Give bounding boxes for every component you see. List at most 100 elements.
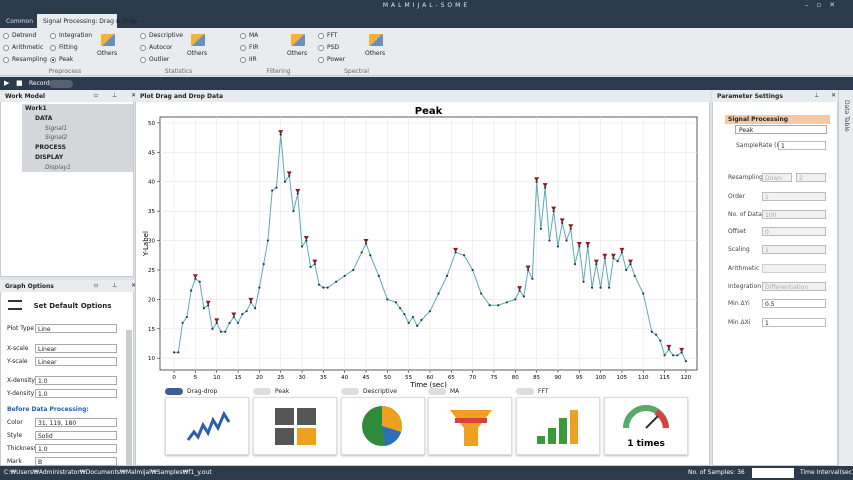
tree-node[interactable]: Signal2 xyxy=(45,134,68,142)
param-input[interactable]: 1 xyxy=(762,318,826,327)
tree-node[interactable]: DISPLAY xyxy=(35,154,64,161)
ribbon-item[interactable]: Fitting xyxy=(59,44,78,51)
toggle[interactable] xyxy=(165,388,183,395)
ribbon-item[interactable]: IIR xyxy=(249,56,257,63)
ribbon-item[interactable]: Power xyxy=(327,56,346,63)
param-input[interactable]: 1 xyxy=(762,192,826,201)
ribbon-item[interactable]: Peak xyxy=(59,56,74,63)
tab-active[interactable]: Signal Processing: Drag & Drop xyxy=(37,14,137,28)
toggle[interactable] xyxy=(341,388,359,395)
toggle-label[interactable]: Peak xyxy=(275,388,290,395)
panel-header: Plot Drag and Drop Data xyxy=(135,90,710,102)
radio[interactable] xyxy=(50,33,56,39)
ribbon-item[interactable]: FIR xyxy=(249,44,259,51)
ribbon-icon xyxy=(101,34,115,46)
field-label: Style xyxy=(7,432,23,439)
radio[interactable] xyxy=(240,45,246,51)
toggle[interactable] xyxy=(428,388,446,395)
param-label: Resampling xyxy=(728,174,763,181)
param-input[interactable]: 100 xyxy=(762,210,826,219)
param-label: Min ΔYi xyxy=(728,300,750,307)
toggle-label[interactable]: Descriptive xyxy=(363,388,397,395)
card xyxy=(165,397,249,455)
card xyxy=(428,397,512,455)
radio[interactable] xyxy=(3,57,9,63)
param-input[interactable]: 1 xyxy=(778,141,826,150)
param-label: Scaling xyxy=(728,246,750,253)
toggle[interactable] xyxy=(516,388,534,395)
ribbon-item[interactable]: Outlier xyxy=(149,56,170,63)
radio[interactable] xyxy=(240,33,246,39)
param-input[interactable]: 0.5 xyxy=(762,299,826,308)
radio[interactable] xyxy=(140,45,146,51)
radio[interactable] xyxy=(318,33,324,39)
param-input[interactable]: 1 xyxy=(762,245,826,254)
card xyxy=(253,397,337,455)
ribbon-item[interactable]: Descriptive xyxy=(149,32,183,39)
input[interactable]: 31, 119, 180 xyxy=(35,418,117,427)
tree-node[interactable]: DATA xyxy=(35,114,53,122)
ribbon-icon xyxy=(291,34,305,46)
ribbon-button[interactable]: Others xyxy=(287,50,308,57)
play-button[interactable]: ▶ xyxy=(4,79,10,87)
stop-button[interactable]: ■ xyxy=(16,79,23,87)
dropdown[interactable]: Linear xyxy=(35,344,117,353)
toggle[interactable] xyxy=(253,388,271,395)
dropdown[interactable]: 1.0 xyxy=(35,389,117,398)
dropdown[interactable]: Linear xyxy=(35,357,117,366)
tree-node[interactable]: Work1 xyxy=(25,105,47,112)
ribbon-item[interactable]: PSD xyxy=(327,44,340,51)
side-tab xyxy=(838,90,853,466)
ribbon-item[interactable]: Autocor xyxy=(149,44,173,51)
ribbon-group-label: Spectral xyxy=(344,68,369,75)
dropdown[interactable]: Line xyxy=(35,324,117,333)
param-input[interactable]: Down xyxy=(762,173,792,182)
param-input[interactable]: 2 xyxy=(796,173,826,182)
menu-icon xyxy=(8,300,22,310)
ribbon-button[interactable]: Others xyxy=(97,50,118,57)
ribbon-button[interactable]: Others xyxy=(187,50,208,57)
tab[interactable]: Common xyxy=(6,18,34,25)
panel-controls: ▫ ⊥ ✕ xyxy=(94,92,143,99)
input[interactable]: B xyxy=(35,457,117,466)
field-label: Y-density xyxy=(7,390,35,397)
ribbon-item[interactable]: Detrend xyxy=(12,32,37,39)
radio[interactable] xyxy=(240,57,246,63)
ribbon-item[interactable]: Arithmetic xyxy=(12,44,44,51)
input[interactable]: 1.0 xyxy=(35,444,117,453)
radio[interactable] xyxy=(50,45,56,51)
toggle-label[interactable]: MA xyxy=(450,388,460,395)
field-label: X-density xyxy=(7,377,35,384)
ribbon-item[interactable]: Integration xyxy=(59,32,93,39)
radio[interactable] xyxy=(318,45,324,51)
dropdown[interactable]: Peak xyxy=(735,125,827,134)
param-input[interactable] xyxy=(762,264,826,273)
radio[interactable] xyxy=(140,33,146,39)
record-toggle[interactable] xyxy=(49,80,73,88)
param-input[interactable]: 0 xyxy=(762,227,826,236)
radio[interactable] xyxy=(3,45,9,51)
input[interactable]: Solid xyxy=(35,431,117,440)
status-bar xyxy=(0,466,853,480)
param-input[interactable]: Differentiation xyxy=(762,282,826,291)
toggle-label[interactable]: FFT xyxy=(538,388,549,395)
ribbon-item[interactable]: FFT xyxy=(327,32,338,39)
ribbon-icon xyxy=(369,34,383,46)
radio[interactable] xyxy=(50,57,56,63)
tree-node[interactable]: Display1 xyxy=(45,163,71,171)
radio[interactable] xyxy=(318,57,324,63)
panel-controls: ▫ ⊥ ✕ xyxy=(94,282,143,289)
toggle-label[interactable]: Drag-drop xyxy=(187,388,218,395)
ribbon-button[interactable]: Others xyxy=(365,50,386,57)
ribbon-item[interactable]: Resampling xyxy=(12,56,47,63)
dropdown[interactable]: 1.0 xyxy=(35,376,117,385)
tree-node[interactable]: PROCESS xyxy=(35,144,66,152)
radio[interactable] xyxy=(140,57,146,63)
radio[interactable] xyxy=(3,33,9,39)
ribbon-item[interactable]: MA xyxy=(249,32,259,39)
scrollbar xyxy=(126,330,132,465)
record-label[interactable]: Record xyxy=(29,80,50,87)
tree-node[interactable]: Signal1 xyxy=(45,124,68,132)
default-button[interactable]: Set Default Options xyxy=(33,302,112,310)
side-tab-label[interactable]: Data Table xyxy=(843,100,850,132)
